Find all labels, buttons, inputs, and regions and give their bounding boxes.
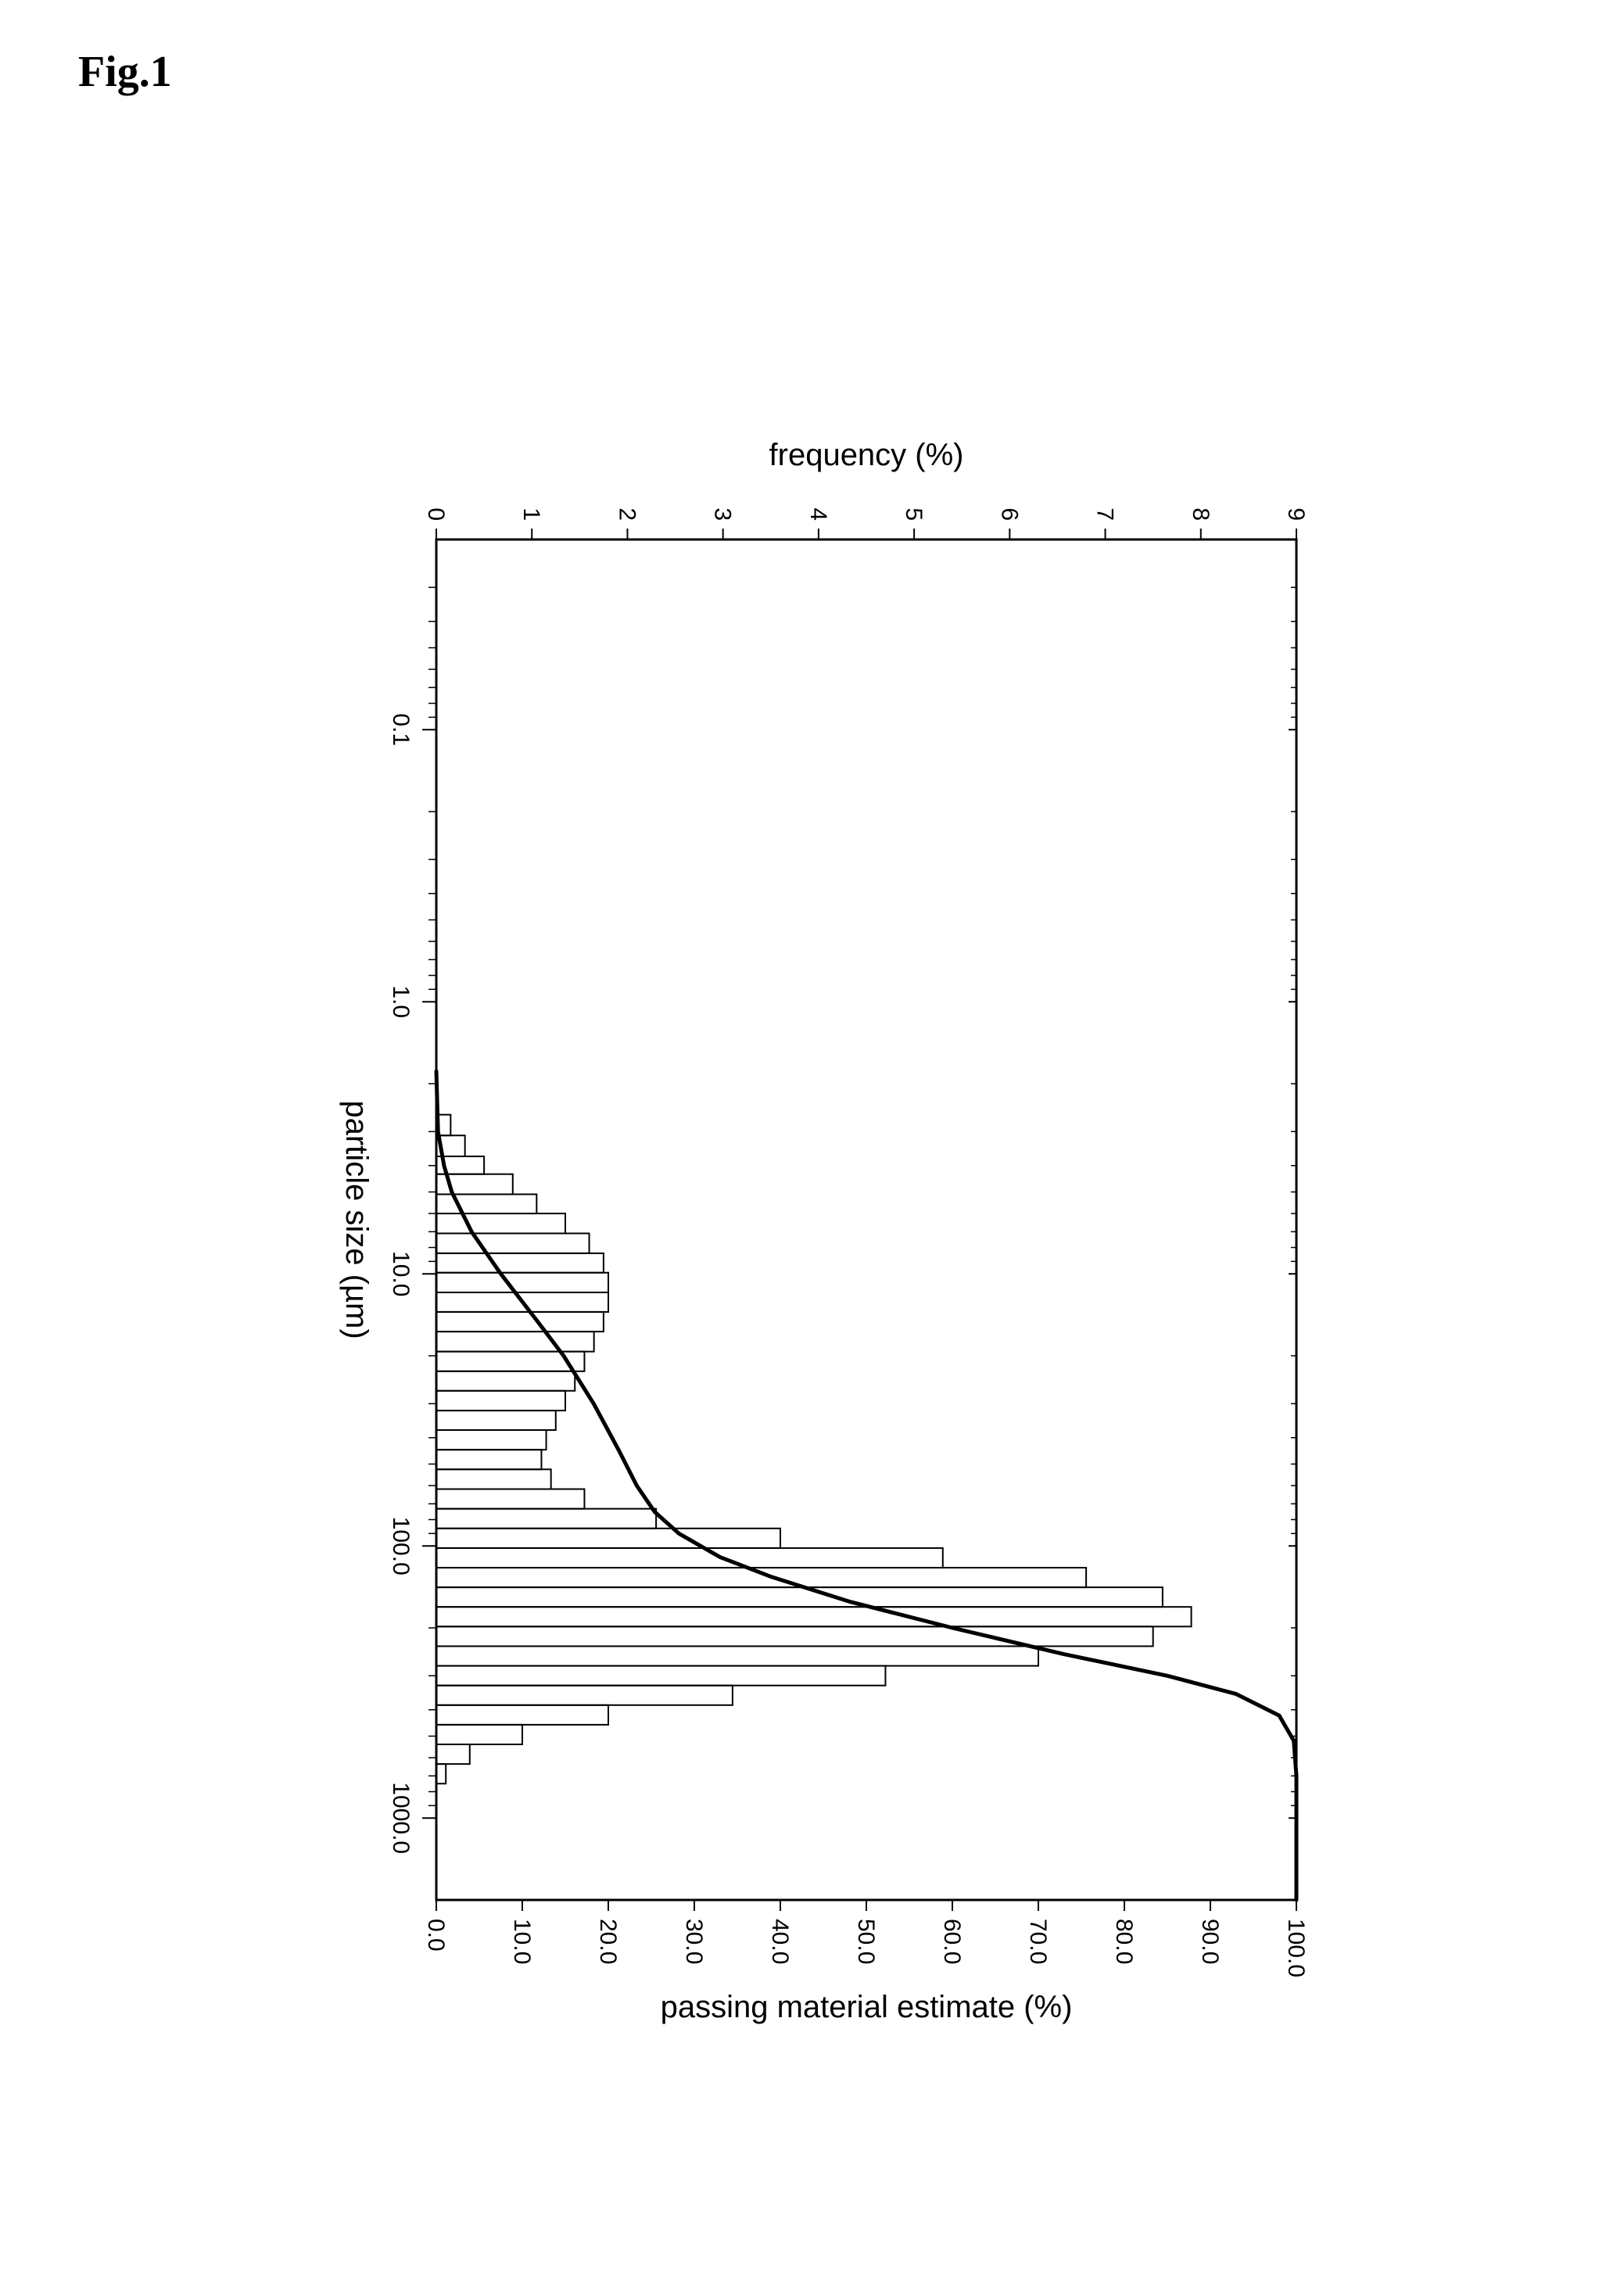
chart-svg: 0.11.010.0100.01000.0particle size (µm)0…: [264, 399, 1359, 2041]
yleft-axis-title: frequency (%): [769, 438, 964, 472]
yleft-tick-label: 2: [614, 507, 640, 521]
histogram-bar: [436, 1194, 536, 1213]
yright-tick-label: 60.0: [939, 1919, 965, 1964]
x-tick-label: 100.0: [388, 1517, 414, 1575]
histogram-bar: [436, 1646, 1038, 1665]
yright-tick-label: 10.0: [509, 1919, 535, 1964]
histogram-bar: [436, 1233, 590, 1253]
histogram-bar: [436, 1371, 575, 1391]
histogram-bar: [436, 1744, 470, 1764]
yleft-tick-label: 3: [710, 507, 736, 521]
histogram-bar: [436, 1450, 541, 1469]
histogram-bar: [436, 1626, 1153, 1646]
histogram-bar: [436, 1489, 584, 1509]
yleft-tick-label: 6: [996, 507, 1022, 521]
yright-tick-label: 40.0: [767, 1919, 793, 1964]
yleft-tick-label: 5: [901, 507, 927, 521]
histogram-bar: [436, 1686, 733, 1705]
histogram-bar: [436, 1430, 547, 1450]
histogram-bar: [436, 1764, 446, 1783]
histogram-bar: [436, 1568, 1086, 1587]
histogram-bar: [436, 1705, 608, 1725]
x-tick-label: 10.0: [388, 1251, 414, 1296]
cumulative-curve: [436, 1071, 1296, 1900]
yright-axis-title: passing material estimate (%): [661, 1990, 1073, 2024]
histogram-bar: [436, 1725, 522, 1744]
histogram-bar: [436, 1213, 565, 1233]
histogram-bar: [436, 1273, 608, 1292]
histogram-bar: [436, 1529, 780, 1548]
histogram-bar: [436, 1509, 656, 1529]
histogram-bar: [436, 1607, 1192, 1626]
yleft-tick-label: 7: [1092, 507, 1118, 521]
x-tick-label: 1.0: [388, 985, 414, 1018]
yright-tick-label: 50.0: [853, 1919, 879, 1964]
histogram-bar: [436, 1548, 943, 1568]
histogram-bar: [436, 1666, 885, 1686]
yleft-tick-label: 0: [423, 507, 449, 521]
yright-tick-label: 70.0: [1025, 1919, 1051, 1964]
yright-tick-label: 30.0: [681, 1919, 707, 1964]
histogram-bar: [436, 1391, 565, 1411]
histogram-bar: [436, 1332, 594, 1352]
histogram-bar: [436, 1469, 551, 1489]
yright-tick-label: 90.0: [1197, 1919, 1223, 1964]
x-tick-label: 0.1: [388, 713, 414, 746]
yleft-tick-label: 8: [1188, 507, 1214, 521]
yright-tick-label: 100.0: [1283, 1919, 1309, 1977]
yright-tick-label: 0.0: [423, 1919, 449, 1952]
page: Fig.1 0.11.010.0100.01000.0particle size…: [0, 0, 1624, 2269]
particle-size-chart: 0.11.010.0100.01000.0particle size (µm)0…: [264, 399, 1359, 2041]
yleft-tick-label: 1: [518, 507, 544, 521]
histogram-bar: [436, 1411, 556, 1430]
figure-label: Fig.1: [78, 47, 172, 97]
histogram-bar: [436, 1587, 1163, 1607]
yleft-tick-label: 4: [805, 507, 831, 521]
histogram-bar: [436, 1253, 604, 1273]
histogram-bar: [436, 1312, 604, 1332]
yleft-tick-label: 9: [1283, 507, 1309, 521]
x-axis-title: particle size (µm): [339, 1100, 374, 1339]
x-tick-label: 1000.0: [388, 1782, 414, 1854]
yright-tick-label: 20.0: [595, 1919, 621, 1964]
yright-tick-label: 80.0: [1111, 1919, 1137, 1964]
